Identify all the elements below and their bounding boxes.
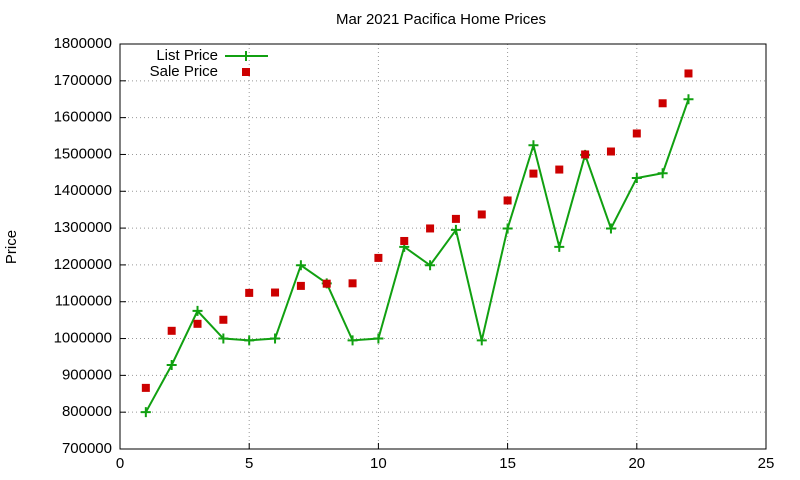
data-point — [193, 319, 202, 328]
data-point — [554, 241, 565, 252]
y-tick-label: 1400000 — [54, 182, 112, 199]
data-point — [219, 315, 228, 324]
y-tick-label: 1500000 — [54, 145, 112, 162]
data-point — [425, 260, 436, 271]
y-tick-label: 1100000 — [55, 293, 112, 310]
data-point — [632, 129, 641, 138]
data-point — [218, 333, 229, 344]
x-tick-label: 25 — [758, 455, 775, 472]
legend-swatch — [242, 68, 250, 76]
data-point — [167, 326, 176, 335]
data-point — [555, 165, 564, 174]
data-point — [166, 360, 177, 371]
data-point — [426, 224, 435, 233]
data-point — [400, 236, 409, 245]
y-tick-label: 700000 — [62, 440, 112, 457]
y-tick-label: 1700000 — [54, 72, 112, 89]
y-tick-label: 1800000 — [54, 35, 112, 52]
y-axis-label: Price — [3, 230, 20, 264]
data-point — [347, 335, 358, 346]
y-tick-label: 1600000 — [54, 109, 112, 126]
x-tick-label: 20 — [628, 455, 645, 472]
y-tick-label: 1300000 — [54, 219, 112, 236]
data-point — [605, 223, 616, 234]
y-tick-label: 800000 — [62, 403, 112, 420]
series-line — [144, 98, 690, 413]
data-point — [683, 94, 694, 105]
data-point — [244, 335, 255, 346]
legend-label: Sale Price — [150, 63, 218, 80]
data-point — [684, 69, 693, 78]
data-point — [502, 223, 513, 234]
data-point — [192, 305, 203, 316]
chart-title: Mar 2021 Pacifica Home Prices — [336, 11, 546, 28]
x-tick-label: 15 — [499, 455, 516, 472]
legend-label: List Price — [156, 47, 218, 64]
data-point — [450, 224, 461, 235]
y-tick-label: 1200000 — [54, 256, 112, 273]
plot-border — [119, 43, 767, 450]
x-tick-label: 10 — [370, 455, 387, 472]
data-point — [451, 214, 460, 223]
data-point — [476, 335, 487, 346]
data-point — [296, 281, 305, 290]
y-tick-label: 1000000 — [54, 330, 112, 347]
data-point — [140, 407, 151, 418]
data-point — [270, 333, 281, 344]
data-point — [271, 288, 280, 297]
data-point — [529, 169, 538, 178]
data-point — [657, 168, 668, 179]
data-point — [477, 210, 486, 219]
y-tick-label: 900000 — [62, 366, 112, 383]
data-point — [528, 140, 539, 151]
data-point — [322, 279, 331, 288]
data-point — [374, 253, 383, 262]
legend-swatch — [241, 51, 251, 61]
data-point — [581, 150, 590, 159]
data-point — [658, 99, 667, 108]
data-point — [141, 383, 150, 392]
data-point — [348, 279, 357, 288]
data-point — [503, 196, 512, 205]
x-tick-label: 5 — [245, 455, 253, 472]
data-point — [373, 333, 384, 344]
x-tick-label: 0 — [116, 455, 124, 472]
data-point — [245, 288, 254, 297]
data-point — [295, 260, 306, 271]
data-point — [631, 173, 642, 184]
data-point — [606, 147, 615, 156]
